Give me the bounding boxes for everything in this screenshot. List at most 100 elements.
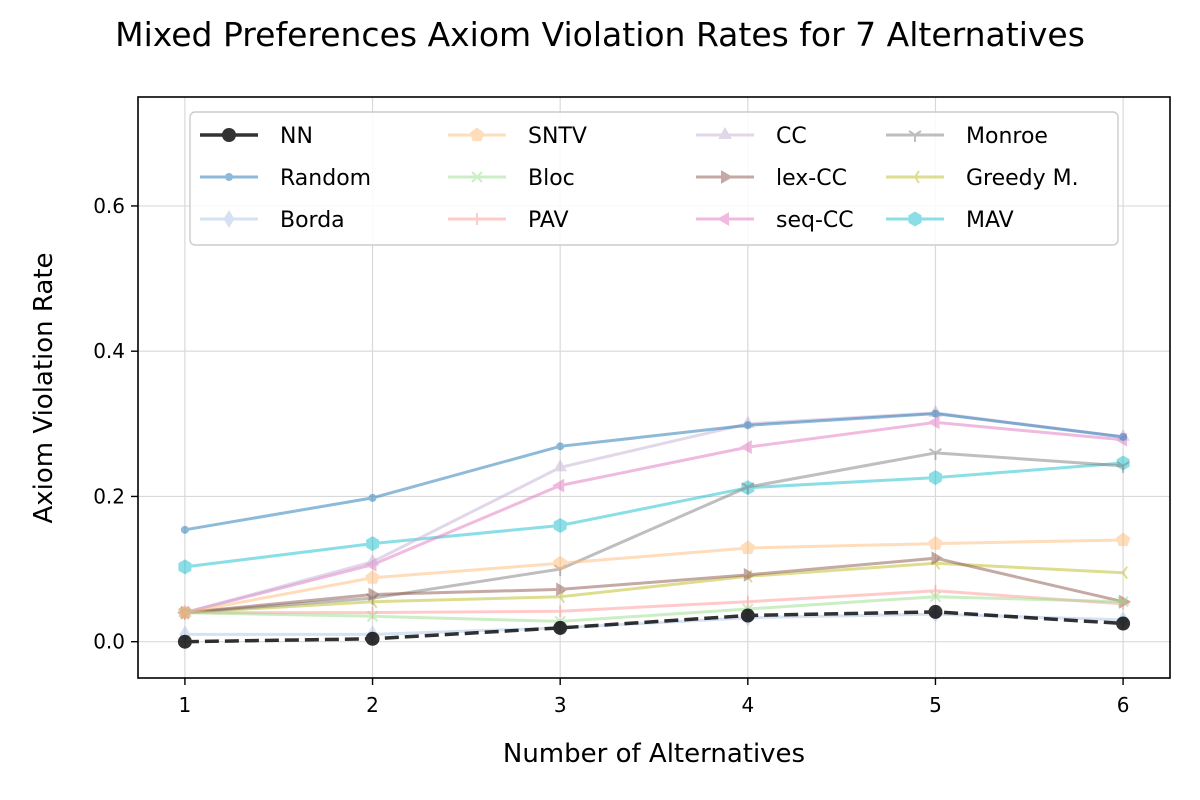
data-point <box>743 421 752 430</box>
series-sntv <box>177 532 1131 619</box>
series-pav <box>178 584 1130 619</box>
series-random <box>180 409 1128 534</box>
legend-label: Random <box>280 166 371 191</box>
data-point <box>927 415 940 430</box>
x-tick-label: 1 <box>179 693 192 717</box>
data-point <box>553 459 568 472</box>
data-point <box>365 631 380 646</box>
data-point <box>1117 597 1130 610</box>
legend-swatch-marker <box>908 130 922 142</box>
data-point <box>368 493 377 502</box>
data-point <box>931 551 944 566</box>
legend-swatch-marker <box>223 210 235 228</box>
legend-swatch-marker <box>908 211 922 227</box>
legend-swatch-marker <box>471 213 483 225</box>
legend-swatch-marker <box>721 170 733 184</box>
legend-swatch-marker <box>718 127 732 139</box>
data-point <box>929 584 942 597</box>
series-line-bloc <box>184 595 1124 623</box>
legend-item-bloc: Bloc <box>448 166 575 191</box>
x-tick-label: 2 <box>366 693 379 717</box>
data-point <box>928 536 943 550</box>
y-tick-label: 0.0 <box>93 630 125 654</box>
x-axis-label: Number of Alternatives <box>503 739 805 769</box>
y-tick-label: 0.4 <box>93 339 125 363</box>
legend-label: MAV <box>966 208 1014 233</box>
legend-item-seq-cc: seq-CC <box>696 208 854 233</box>
legend-swatch <box>200 173 258 181</box>
series-line-pav <box>184 589 1124 615</box>
legend-swatch-marker <box>471 171 483 183</box>
series-layer <box>176 404 1132 649</box>
series-line-seq-cc <box>184 420 1124 615</box>
data-point <box>739 440 752 454</box>
series-line-sntv <box>184 538 1124 615</box>
legend-swatch <box>200 210 258 228</box>
data-point <box>177 605 192 619</box>
legend-swatch-marker <box>469 127 485 142</box>
data-point <box>365 553 380 566</box>
data-point <box>556 442 565 451</box>
data-point <box>1119 432 1128 441</box>
data-point <box>177 634 192 649</box>
x-tick-label: 6 <box>1117 693 1130 717</box>
data-point <box>180 525 189 534</box>
legend-label: Borda <box>280 208 345 233</box>
data-point <box>1116 532 1131 547</box>
chart-title: Mixed Preferences Axiom Violation Rates … <box>115 15 1085 54</box>
legend-swatch <box>696 212 754 226</box>
legend-label: SNTV <box>528 124 587 149</box>
data-point <box>741 482 755 494</box>
data-point <box>178 559 192 575</box>
legend-swatch <box>886 170 944 184</box>
data-point <box>928 448 943 460</box>
x-tick-label: 5 <box>929 693 942 717</box>
legend-swatch <box>200 128 258 142</box>
series-line-nn <box>184 610 1124 644</box>
data-point <box>368 587 381 602</box>
data-point <box>928 604 943 619</box>
legend-item-borda: Borda <box>200 208 345 233</box>
y-axis-label: Axiom Violation Rate <box>29 252 59 523</box>
series-line-random <box>184 412 1124 532</box>
data-point <box>366 536 379 552</box>
data-point <box>553 620 568 635</box>
data-point <box>553 518 567 533</box>
data-point <box>365 570 380 584</box>
data-point <box>556 582 569 597</box>
legend-item-random: Random <box>200 166 371 191</box>
series-line-lex-cc <box>184 556 1124 615</box>
y-tick-label: 0.6 <box>93 194 125 218</box>
series-line-monroe <box>184 451 1124 615</box>
legend-label: Monroe <box>966 124 1048 149</box>
data-point <box>741 595 754 608</box>
legend-label: Bloc <box>528 166 575 191</box>
data-point <box>743 567 756 582</box>
legend-swatch <box>886 211 944 227</box>
data-point <box>1116 616 1131 631</box>
legend-label: PAV <box>528 208 569 233</box>
legend-item-mav: MAV <box>886 208 1014 233</box>
series-line-borda <box>184 612 1124 636</box>
legend-swatch <box>448 213 506 225</box>
legend-item-lex-cc: lex-CC <box>696 166 847 191</box>
legend-swatch <box>448 171 506 183</box>
x-tick-label: 3 <box>554 693 567 717</box>
legend: NN Random Borda SNTV Bloc PAV CC lex-CC seq-CC Mo… <box>189 111 1119 246</box>
data-point <box>1117 596 1129 608</box>
legend-item-pav: PAV <box>448 208 569 233</box>
data-point <box>1116 566 1128 580</box>
legend-swatch <box>886 130 944 142</box>
legend-swatch-marker <box>717 212 729 226</box>
data-point <box>553 555 568 570</box>
legend-item-nn: NN <box>200 124 313 149</box>
plot-frame <box>137 96 1171 679</box>
legend-swatch-marker <box>908 170 920 184</box>
legend-swatch <box>448 127 506 142</box>
data-point <box>366 610 379 622</box>
data-point <box>740 608 755 623</box>
series-nn <box>177 604 1131 649</box>
legend-item-sntv: SNTV <box>448 124 587 149</box>
y-tick-label: 0.2 <box>93 484 125 508</box>
data-point <box>554 605 567 618</box>
